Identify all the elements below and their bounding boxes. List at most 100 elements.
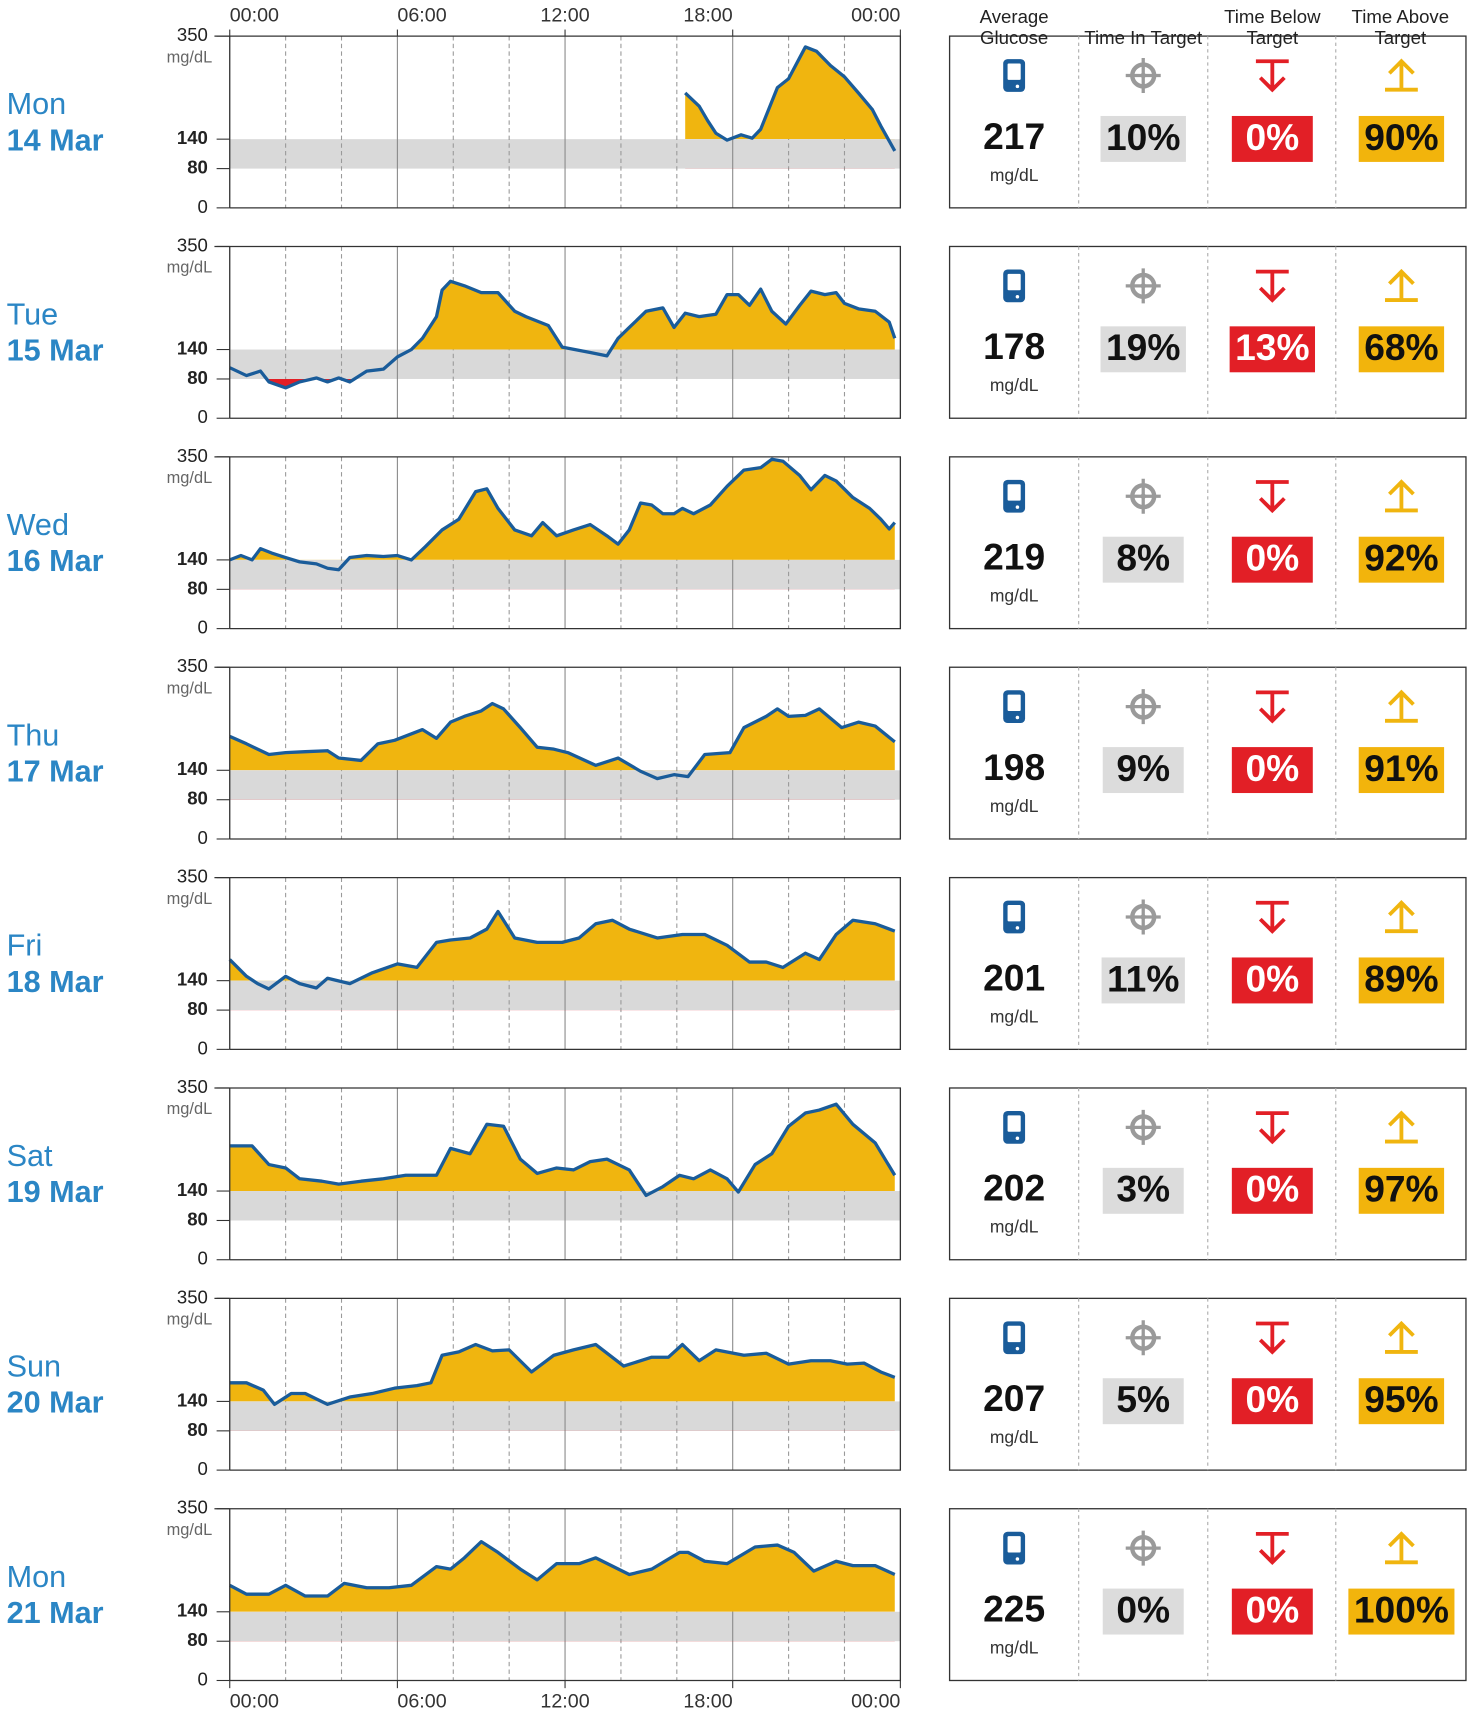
y-tick-label: 80 [187,367,208,388]
icon-target-dot [1140,703,1146,710]
stat-box [1358,1378,1445,1425]
above-area [229,1344,895,1402]
day-label: Sat [7,1139,53,1173]
y-unit: mg/dL [167,48,213,66]
day-label: Tue [7,298,59,332]
y-tick-label: 140 [177,1389,208,1410]
y-tick-label: 350 [177,655,208,676]
stat-box [1358,536,1445,583]
stat-value: 9% [1116,747,1170,789]
icon-above [1385,1531,1418,1565]
icon-meter-dot [1015,84,1020,89]
average-unit: mg/dL [990,165,1039,185]
glucose-line [228,909,896,991]
day-label: Mon [7,87,67,121]
plot-frame [214,1087,902,1261]
y-unit: mg/dL [167,1311,213,1329]
stat-value: 19% [1106,326,1180,368]
x-tick-label: 00:00 [230,5,279,27]
icon-meter-dot [1015,1557,1020,1561]
day-label: Wed [7,508,69,542]
icon-above [1385,900,1418,934]
icon-meter-screen [1007,694,1021,711]
y-tick-label: 0 [198,827,208,848]
stat-box [1358,747,1445,794]
glucose-line [229,1342,896,1407]
stats-header: Average Glucose [979,6,1049,49]
glucose-line [229,1102,897,1198]
x-tick-label: 00:00 [230,1691,279,1713]
date-label: 15 Mar [7,334,104,368]
glucose-line [229,701,896,781]
stat-value: 0% [1245,957,1299,999]
plot-frame [214,1297,902,1471]
date-label: 20 Mar [7,1386,104,1420]
icon-meter-screen [1007,484,1021,501]
icon-below [1255,690,1289,724]
icon-meter-dot [1015,295,1020,299]
date-label: 19 Mar [7,1175,104,1209]
average-glucose: 225 [983,1587,1045,1629]
date-label: 16 Mar [7,544,104,578]
icon-meter-screen [1007,273,1021,291]
y-tick-label: 0 [198,406,208,427]
y-tick-label: 140 [177,127,208,148]
icon-above [1385,58,1418,92]
y-tick-label: 350 [177,1497,208,1518]
above-area [229,1104,895,1192]
stats-header: Time In Target [1084,27,1203,49]
average-unit: mg/dL [990,586,1039,606]
y-tick-label: 350 [177,24,208,45]
icon-above [1385,268,1418,302]
icon-below [1255,269,1289,303]
plot-frame [214,456,902,630]
y-tick-label: 0 [198,1037,208,1058]
stat-box [1358,115,1445,162]
stat-box [1358,326,1445,373]
plot-frame [214,666,902,840]
above-area [229,281,895,350]
stat-box [1358,957,1445,1004]
stat-box [1231,1378,1313,1425]
stat-value: 100% [1354,1588,1449,1630]
stat-box [1348,1588,1455,1635]
average-glucose: 201 [983,956,1045,998]
y-tick-label: 80 [187,1419,208,1440]
stat-box [1101,957,1185,1004]
stat-value: 91% [1364,747,1438,789]
day-label: Sun [7,1349,62,1383]
glucose-line [229,279,897,390]
y-unit: mg/dL [167,469,213,487]
stat-value: 92% [1364,537,1438,579]
date-label: 18 Mar [7,965,104,999]
y-tick-label: 350 [177,1286,208,1307]
date-label: 14 Mar [7,123,104,157]
glucose-line [229,457,897,572]
y-tick-label: 350 [177,866,208,887]
y-tick-label: 140 [177,548,208,569]
icon-above [1385,1110,1418,1144]
stat-box [1102,747,1184,794]
glucose-line [228,1540,896,1598]
glucose-line [684,45,897,152]
y-tick-label: 0 [198,617,208,638]
x-tick-label: 06:00 [397,1691,446,1713]
stat-value: 0% [1245,1168,1299,1210]
stat-value: 0% [1245,747,1299,789]
y-tick-label: 0 [198,196,208,217]
icon-meter-dot [1015,1136,1020,1141]
stat-value: 0% [1245,116,1299,158]
date-label: 17 Mar [7,754,104,788]
icon-meter-dot [1015,505,1020,509]
stat-value: 11% [1107,957,1179,999]
stat-value: 89% [1364,957,1438,999]
day-label: Fri [7,929,43,963]
icon-below [1255,1111,1289,1145]
day-label: Mon [7,1560,67,1594]
stat-box [1231,1588,1313,1635]
icon-meter-screen [1007,1325,1021,1343]
x-tick-label: 12:00 [540,1691,589,1713]
icon-above [1385,1320,1418,1354]
stat-value: 5% [1116,1378,1170,1420]
